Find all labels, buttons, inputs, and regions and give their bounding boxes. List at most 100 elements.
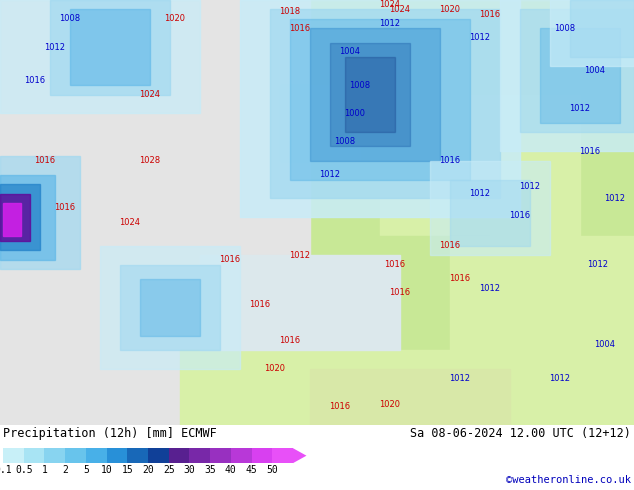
Text: 1020: 1020 — [164, 14, 186, 24]
Text: 1016: 1016 — [479, 10, 501, 19]
Bar — [3, 448, 23, 463]
Bar — [252, 448, 272, 463]
Bar — [100, 246, 240, 368]
Text: 1: 1 — [41, 465, 48, 475]
Bar — [127, 448, 148, 463]
Text: 1016: 1016 — [439, 241, 460, 250]
Text: 1012: 1012 — [604, 194, 626, 203]
Bar — [520, 9, 634, 132]
Text: 1016: 1016 — [290, 24, 311, 33]
Text: 20: 20 — [142, 465, 154, 475]
Text: 25: 25 — [163, 465, 174, 475]
Text: 1012: 1012 — [479, 284, 500, 293]
Bar — [272, 448, 293, 463]
Text: 1012: 1012 — [380, 19, 401, 28]
Text: 1016: 1016 — [330, 402, 351, 411]
Text: 35: 35 — [204, 465, 216, 475]
Text: 1024: 1024 — [389, 5, 410, 14]
Bar — [540, 28, 620, 123]
Text: 1012: 1012 — [569, 104, 590, 113]
Bar — [380, 95, 580, 378]
Text: 1016: 1016 — [439, 156, 460, 165]
Bar — [570, 0, 634, 57]
Text: 1012: 1012 — [320, 171, 340, 179]
Bar — [240, 0, 520, 218]
Text: 1016: 1016 — [450, 274, 470, 283]
Bar — [180, 350, 500, 425]
Text: ©weatheronline.co.uk: ©weatheronline.co.uk — [506, 475, 631, 485]
Text: 1004: 1004 — [585, 66, 605, 75]
Bar — [200, 312, 330, 425]
Text: 1024: 1024 — [380, 0, 401, 9]
Text: 1016: 1016 — [389, 289, 411, 297]
Text: 1008: 1008 — [555, 24, 576, 33]
Bar — [23, 448, 44, 463]
Bar — [210, 448, 231, 463]
Text: 1004: 1004 — [595, 341, 616, 349]
Text: 1000: 1000 — [344, 109, 365, 118]
Text: 10: 10 — [101, 465, 112, 475]
Bar — [310, 28, 440, 161]
Text: 1016: 1016 — [34, 156, 56, 165]
Text: 1020: 1020 — [439, 5, 460, 14]
Bar — [70, 9, 150, 85]
Bar — [0, 194, 30, 241]
Text: 1012: 1012 — [290, 251, 311, 260]
Bar — [500, 0, 634, 151]
Bar — [310, 368, 510, 425]
Bar — [107, 448, 127, 463]
Text: 1012: 1012 — [450, 373, 470, 383]
Bar — [330, 43, 410, 147]
Bar — [0, 156, 80, 270]
Text: 1018: 1018 — [280, 7, 301, 16]
Bar — [231, 448, 252, 463]
Bar — [140, 279, 200, 336]
Bar — [3, 203, 21, 236]
Text: 0.5: 0.5 — [15, 465, 32, 475]
Bar — [280, 85, 360, 161]
Text: 1012: 1012 — [550, 373, 571, 383]
Text: 1008: 1008 — [60, 14, 81, 24]
Bar — [120, 265, 220, 350]
Bar — [65, 448, 86, 463]
Text: 1008: 1008 — [349, 80, 370, 90]
Text: 1016: 1016 — [55, 203, 75, 213]
Bar — [290, 19, 470, 179]
Text: 1016: 1016 — [579, 147, 600, 156]
Text: 1028: 1028 — [139, 156, 160, 165]
Text: 1004: 1004 — [339, 48, 361, 56]
Text: 1016: 1016 — [384, 260, 406, 269]
Bar — [310, 236, 490, 425]
Text: 1024: 1024 — [139, 90, 160, 99]
Text: 1016: 1016 — [510, 211, 531, 220]
Bar — [44, 448, 65, 463]
Text: 1016: 1016 — [219, 255, 240, 265]
Text: 45: 45 — [246, 465, 257, 475]
Text: Sa 08-06-2024 12.00 UTC (12+12): Sa 08-06-2024 12.00 UTC (12+12) — [410, 427, 631, 441]
Bar — [450, 236, 634, 425]
Bar — [345, 57, 395, 132]
Text: 1012: 1012 — [519, 182, 541, 191]
Text: 1012: 1012 — [588, 260, 609, 269]
Text: 1012: 1012 — [470, 189, 491, 198]
Bar — [270, 9, 500, 198]
Bar — [310, 0, 634, 425]
Text: 1016: 1016 — [25, 76, 46, 85]
Text: 1020: 1020 — [264, 364, 285, 373]
Bar — [0, 175, 55, 260]
Bar — [190, 448, 210, 463]
Text: 30: 30 — [184, 465, 195, 475]
Polygon shape — [293, 448, 306, 463]
Bar — [148, 448, 169, 463]
Text: 1012: 1012 — [470, 33, 491, 42]
Text: 50: 50 — [266, 465, 278, 475]
Text: 2: 2 — [62, 465, 68, 475]
Text: 1016: 1016 — [249, 300, 271, 309]
Text: 0.1: 0.1 — [0, 465, 12, 475]
Bar — [50, 0, 170, 95]
Text: 5: 5 — [83, 465, 89, 475]
Bar — [450, 179, 530, 246]
Bar — [0, 0, 310, 425]
Text: 1020: 1020 — [380, 400, 401, 409]
Text: 1012: 1012 — [44, 43, 65, 52]
